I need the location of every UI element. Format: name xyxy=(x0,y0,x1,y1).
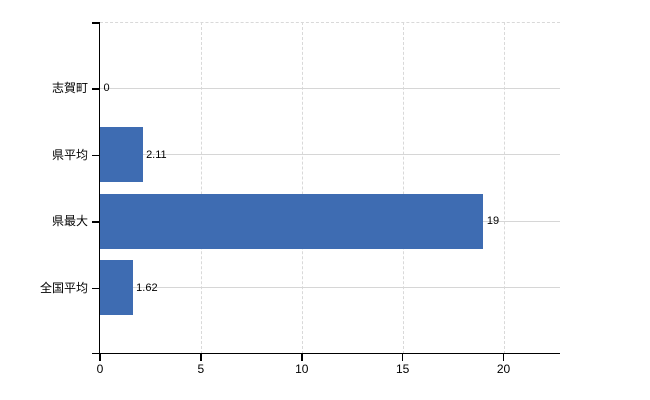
y-axis-line xyxy=(98,22,100,354)
bar-value-label: 0 xyxy=(103,82,110,95)
x-axis-tick xyxy=(99,352,101,361)
vertical-gridline xyxy=(402,22,404,354)
bar-value-label: 2.11 xyxy=(146,148,167,161)
vertical-gridline xyxy=(503,22,505,354)
x-axis-tick xyxy=(502,352,505,361)
horizontal-gridline xyxy=(100,87,560,89)
y-axis-tick xyxy=(92,221,100,223)
category-label: 県平均 xyxy=(51,147,88,162)
horizontal-gridline xyxy=(100,154,560,156)
bar xyxy=(100,193,484,249)
vertical-gridline xyxy=(301,22,303,354)
bar xyxy=(100,127,143,183)
x-axis-tick xyxy=(301,352,303,361)
category-label: 全国平均 xyxy=(39,280,88,295)
bar-value-label: 19 xyxy=(486,215,500,228)
x-tick-label: 15 xyxy=(395,361,410,376)
plot-area xyxy=(100,22,560,354)
x-axis-line xyxy=(100,352,560,354)
horizontal-gridline xyxy=(100,287,560,289)
bar-value-label: 1.62 xyxy=(136,281,158,294)
x-axis-tick xyxy=(200,352,202,361)
y-axis-tick xyxy=(92,154,100,157)
x-tick-label: 20 xyxy=(496,361,511,376)
y-axis-tick xyxy=(92,88,100,90)
bar xyxy=(100,260,133,316)
y-axis-tick xyxy=(92,352,100,354)
x-tick-label: 5 xyxy=(197,361,205,376)
category-label: 県最大 xyxy=(51,214,88,229)
y-axis-tick xyxy=(92,22,100,24)
x-axis-tick xyxy=(401,352,404,361)
category-label: 志賀町 xyxy=(51,81,88,96)
x-tick-label: 0 xyxy=(96,361,104,376)
y-axis-tick xyxy=(92,287,100,290)
x-tick-label: 10 xyxy=(295,361,309,376)
vertical-gridline xyxy=(200,22,202,354)
